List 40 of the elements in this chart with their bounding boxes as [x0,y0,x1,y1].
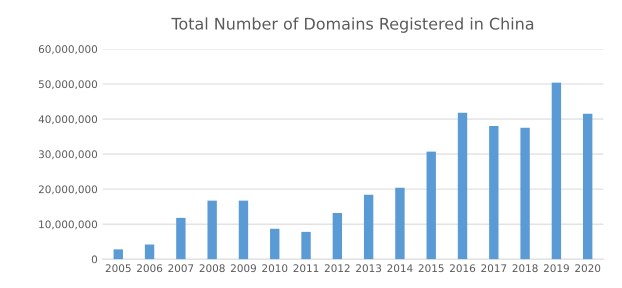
bar [144,244,154,260]
x-tick-label: 2016 [450,264,476,272]
x-tick-label: 2018 [512,264,538,272]
y-tick-label: 50,000,000 [38,80,98,90]
x-tick-label: 2011 [294,264,318,272]
bar [426,152,436,260]
bar [552,82,562,260]
bar [238,200,248,260]
x-tick-label: 2005 [106,264,131,272]
bar [270,228,280,260]
x-tick-label: 2010 [262,264,288,272]
y-tick-label: 30,000,000 [38,150,98,160]
bar [207,200,217,260]
bar [332,212,342,260]
x-tick-label: 2007 [168,264,194,272]
x-tick-label: 2017 [481,264,506,272]
bar [458,112,468,260]
bar [520,128,530,260]
x-tick-label: 2015 [418,264,444,272]
y-tick-label: 40,000,000 [38,115,98,124]
x-tick-label: 2019 [544,264,569,272]
x-tick-label: 2012 [324,264,350,272]
bar [583,114,592,260]
chart-title: Total Number of Domains Registered in China [171,17,534,33]
x-tick-label: 2009 [230,264,256,272]
bar [364,194,374,260]
x-tick-label: 2014 [387,264,413,272]
x-tick-label: 2020 [575,264,600,272]
y-tick-label: 10,000,000 [39,220,98,230]
y-tick-label: 20,000,000 [38,185,98,194]
y-tick-label: 0 [92,255,98,264]
x-tick-label: 2006 [137,264,162,272]
bar [114,249,123,260]
bar [301,232,311,260]
x-tick-label: 2008 [200,264,225,272]
bar [176,218,186,260]
x-tick-label: 2013 [356,264,382,272]
bar [489,126,499,260]
y-tick-label: 60,000,000 [38,45,98,54]
bar [395,188,405,260]
